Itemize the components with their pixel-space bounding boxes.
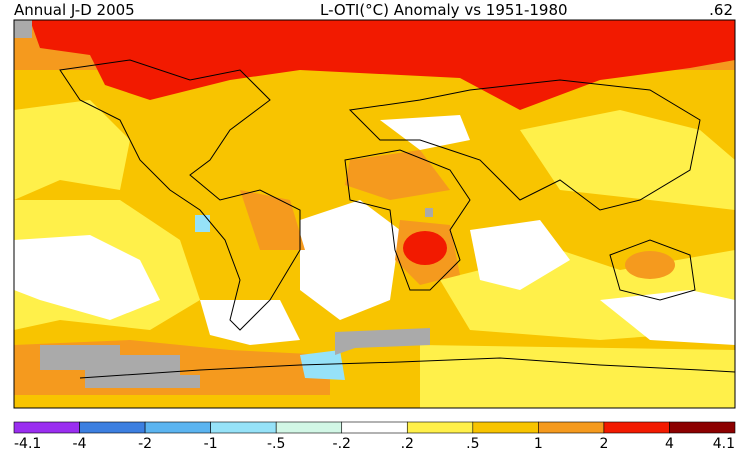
no-data bbox=[335, 328, 430, 355]
cool-zone bbox=[195, 215, 210, 232]
legend-swatch bbox=[144, 421, 211, 434]
legend-swatch bbox=[210, 421, 277, 434]
orange-zone bbox=[240, 190, 305, 250]
legend-label: -.2 bbox=[333, 436, 351, 452]
red-zone bbox=[403, 231, 447, 265]
white-zone bbox=[300, 200, 400, 320]
yellow-zone bbox=[520, 110, 735, 210]
legend-label: -4 bbox=[73, 436, 87, 452]
legend-swatch bbox=[79, 421, 146, 434]
white-zone bbox=[470, 220, 570, 290]
white-zone bbox=[600, 290, 735, 345]
map-frame bbox=[13, 19, 736, 409]
legend-label: 1 bbox=[534, 436, 543, 452]
cool-zone bbox=[300, 350, 345, 380]
map-subtitle: L-OTI(°C) Anomaly vs 1951-1980 bbox=[320, 1, 568, 19]
yellow-zone bbox=[420, 345, 735, 408]
legend-label: .5 bbox=[466, 436, 479, 452]
arctic-red bbox=[30, 20, 735, 110]
legend-swatch bbox=[13, 421, 80, 434]
legend-label: -1 bbox=[204, 436, 218, 452]
color-legend: -4.1 -4 -2 -1 -.5 -.2 .2 .5 1 2 4 4.1 bbox=[13, 421, 736, 452]
legend-swatch bbox=[275, 421, 343, 434]
legend-label: -.5 bbox=[267, 436, 285, 452]
white-zone bbox=[380, 115, 470, 150]
legend-label: 4 bbox=[665, 436, 674, 452]
legend-label: .2 bbox=[401, 436, 414, 452]
coastlines bbox=[59, 59, 735, 379]
map bbox=[13, 19, 736, 409]
legend-label: -4.1 bbox=[14, 436, 41, 452]
no-data bbox=[425, 208, 433, 217]
legend-swatch bbox=[472, 421, 539, 434]
legend-swatch bbox=[538, 421, 605, 434]
no-data bbox=[14, 20, 32, 38]
white-zone bbox=[200, 300, 300, 345]
legend-label: 2 bbox=[599, 436, 608, 452]
legend-swatch bbox=[669, 421, 736, 434]
orange-zone bbox=[345, 150, 450, 200]
orange-zone bbox=[625, 251, 675, 279]
legend-label: 4.1 bbox=[713, 436, 735, 452]
legend-label: -2 bbox=[138, 436, 152, 452]
map-title: Annual J-D 2005 bbox=[14, 1, 135, 19]
white-zone bbox=[14, 235, 160, 320]
legend-swatch bbox=[341, 421, 408, 434]
yellow-zone bbox=[14, 100, 130, 200]
global-mean: .62 bbox=[709, 1, 733, 19]
no-data bbox=[40, 345, 200, 388]
legend-swatch bbox=[406, 421, 474, 434]
legend-swatch bbox=[603, 421, 670, 434]
